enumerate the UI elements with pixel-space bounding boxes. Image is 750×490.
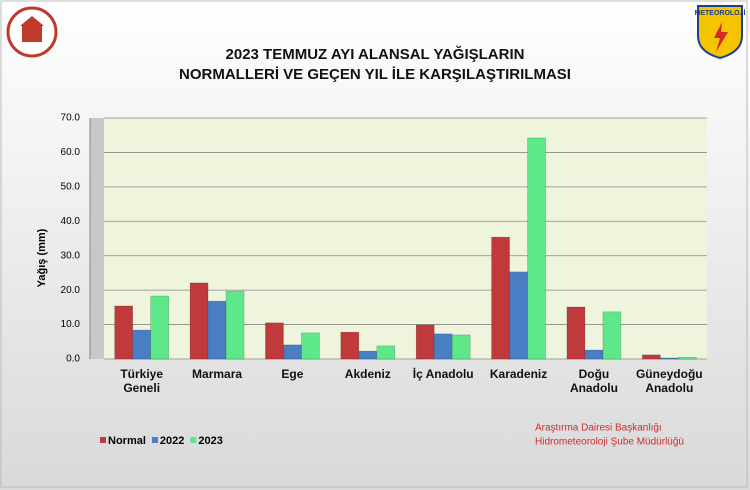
bar <box>527 137 546 360</box>
bar <box>358 350 378 360</box>
bar <box>265 322 284 360</box>
logo-text: METEOROLOJİ <box>695 9 746 17</box>
bar <box>642 354 661 360</box>
bar <box>207 300 227 360</box>
plot-side-wall <box>90 118 104 359</box>
bar <box>376 345 396 360</box>
y-tick-label: 60.0 <box>61 147 81 158</box>
bar <box>301 332 320 360</box>
bar <box>584 349 604 360</box>
bar <box>451 334 471 360</box>
y-tick-label: 40.0 <box>61 216 81 227</box>
y-tick-label: 10.0 <box>61 319 81 330</box>
y-tick-label: 20.0 <box>61 285 81 296</box>
bar <box>566 306 586 360</box>
left-logo <box>6 6 58 58</box>
bar <box>283 344 302 360</box>
y-tick-label: 70.0 <box>61 113 81 124</box>
bar <box>189 282 209 360</box>
bar <box>660 357 679 360</box>
legend-label: 2022 <box>160 435 184 447</box>
bar <box>602 311 622 360</box>
bar <box>150 295 169 360</box>
y-tick-label: 30.0 <box>61 250 81 261</box>
x-tick-label: İç Anadolu <box>412 367 474 381</box>
bar <box>415 324 435 360</box>
bar <box>114 305 133 360</box>
x-tick-label: Akdeniz <box>344 367 391 381</box>
footer-text: Hidrometeoroloji Şube Müdürlüğü <box>535 437 684 448</box>
bar <box>225 290 245 360</box>
x-tick-label: Türkiye Geneli <box>120 367 164 395</box>
x-tick-label: Ege <box>281 367 304 381</box>
legend-swatch <box>190 437 197 443</box>
bar <box>491 236 510 360</box>
x-tick-label: Karadeniz <box>489 367 548 381</box>
y-tick-label: 0.0 <box>66 354 80 365</box>
legend-swatch <box>151 437 158 443</box>
legend-swatch <box>100 437 106 443</box>
x-tick-label: Güneydoğu Anadolu <box>635 367 703 395</box>
y-tick-label: 50.0 <box>61 181 81 192</box>
bar <box>132 329 151 360</box>
chart-title: 2023 TEMMUZ AYI ALANSAL YAĞIŞLARIN <box>226 45 525 63</box>
x-tick-label: Doğu Anadolu <box>569 367 618 395</box>
y-axis-label: Yağış (mm) <box>36 228 48 287</box>
footer-text: Araştırma Dairesi Başkanlığı <box>535 423 662 434</box>
bar <box>678 356 697 360</box>
x-tick-label: Marmara <box>192 367 243 381</box>
bar <box>340 331 360 360</box>
legend-label: Normal <box>108 435 146 447</box>
right-logo: METEOROLOJİ <box>695 5 746 60</box>
legend-label: 2023 <box>198 435 222 447</box>
bar <box>509 271 528 360</box>
chart-title: NORMALLERİ VE GEÇEN YIL İLE KARŞILAŞTIRI… <box>179 66 571 83</box>
bar <box>433 333 453 360</box>
